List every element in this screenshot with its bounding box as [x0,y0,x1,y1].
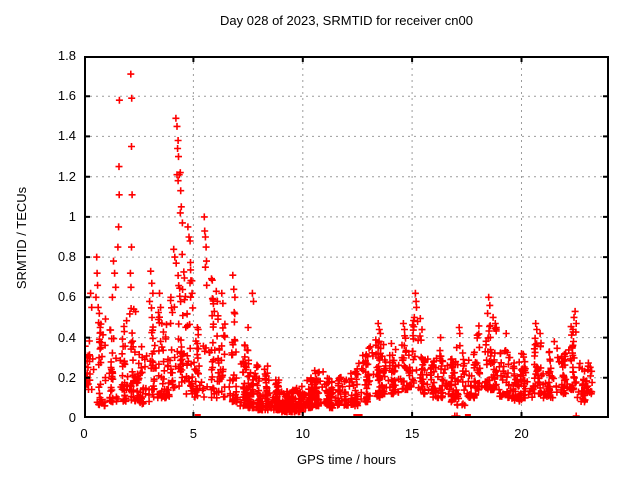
y-tick-label: 0.2 [57,369,76,385]
y-tick-label: 0.6 [57,289,76,305]
y-tick-label: 1.6 [57,88,76,104]
y-tick-label: 1.8 [57,48,76,63]
x-tick-label: 20 [514,426,529,441]
x-axis-title: GPS time / hours [297,452,396,467]
plot-border [84,56,609,418]
y-tick-label: 1.2 [57,168,76,184]
x-tick-label: 10 [295,426,310,441]
x-tick-label: 15 [404,426,420,441]
axis-ticks [85,57,608,417]
y-axis-title: SRMTID / TECUs [14,186,29,290]
y-tick-label: 1.4 [57,128,76,144]
x-tick-label: 5 [189,426,197,441]
plot-area [84,56,609,418]
y-tick-label: 0.8 [57,249,76,265]
y-tick-label: 0.4 [57,329,76,345]
y-tick-label: 1 [68,208,76,224]
grid-lines [84,56,609,418]
chart-title: Day 028 of 2023, SRMTID for receiver cn0… [220,13,473,28]
scatter-points [84,70,596,418]
x-tick-label: 0 [80,426,88,441]
y-tick-label: 0 [68,410,76,425]
